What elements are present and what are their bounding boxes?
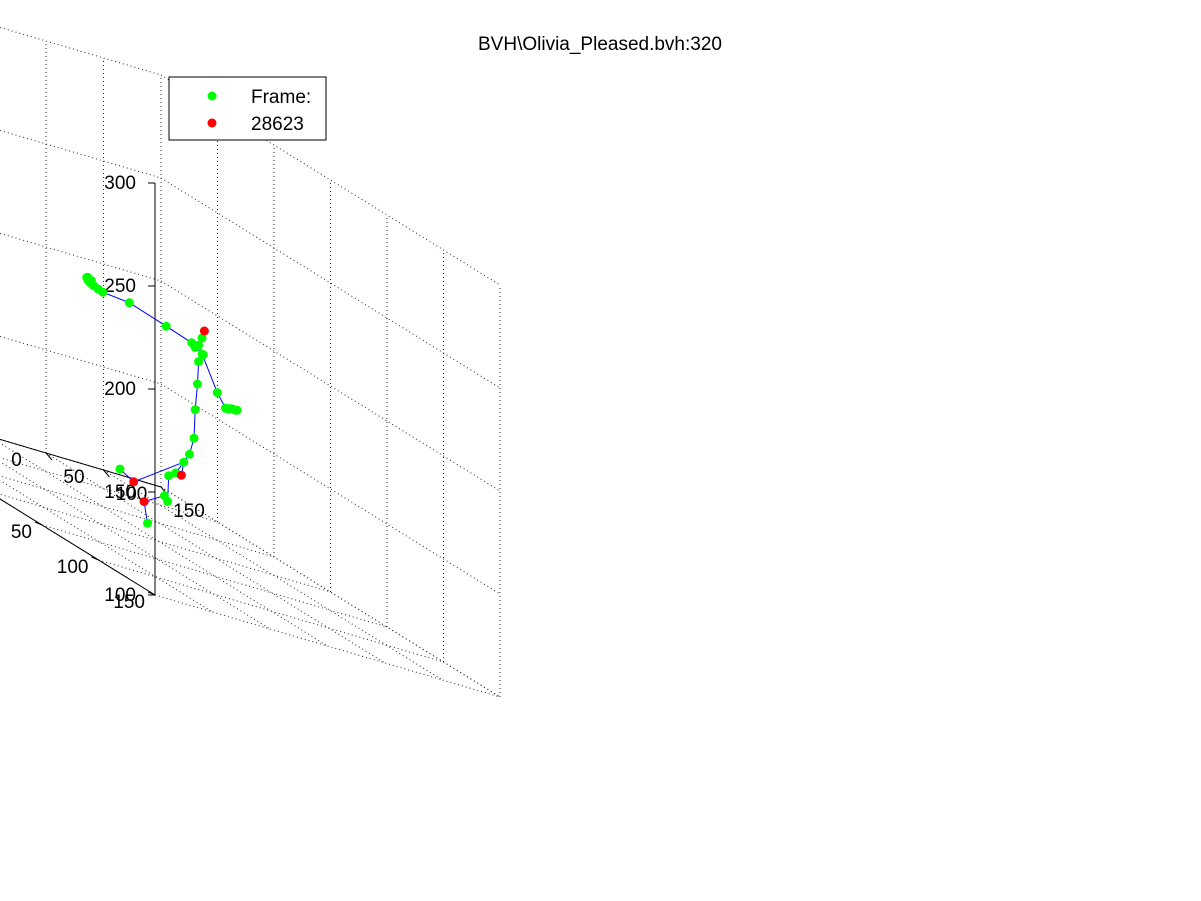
y-tick-label: 50	[11, 522, 32, 543]
joint-marker	[185, 449, 194, 459]
back-wall-gridline-z	[0, 129, 162, 179]
joint-marker	[86, 276, 96, 285]
skeleton-bone-chain	[201, 353, 238, 411]
side-wall-gridline-z	[160, 486, 501, 698]
y-tick-mark	[34, 521, 43, 526]
joint-marker	[232, 405, 242, 415]
joint-marker	[159, 491, 169, 501]
floor-gridline-x	[103, 469, 443, 681]
floor-gridline-x	[45, 452, 386, 664]
legend[interactable]: Frame: 28623	[168, 76, 327, 141]
joint-markers	[82, 272, 242, 528]
axis-layer	[0, 182, 168, 596]
joint-marker	[115, 464, 125, 474]
side-wall-gridline-z	[160, 280, 501, 492]
joint-marker	[143, 518, 152, 528]
joint-marker	[164, 471, 174, 481]
x-tick-mark	[103, 469, 110, 478]
legend-box	[168, 76, 327, 141]
legend-marker-number	[207, 118, 217, 128]
legend-label-frame: Frame:	[251, 87, 311, 108]
z-tick-label: 150	[104, 482, 136, 503]
back-wall-gridline-z	[0, 26, 162, 76]
joint-marker	[189, 433, 199, 443]
z-tick-label: 300	[104, 173, 136, 194]
joint-marker	[197, 349, 207, 359]
joint-marker	[190, 405, 200, 415]
legend-label-number: 28623	[251, 114, 304, 135]
legend-marker-frame	[207, 91, 217, 101]
floor-gridline-y	[0, 475, 275, 558]
x-tick-label: 150	[173, 501, 205, 522]
skeleton-bone-chain	[119, 461, 185, 483]
joint-marker	[197, 333, 207, 343]
tick-labels: -150-100-50050100150-150-100-50050100150…	[11, 173, 205, 613]
joint-marker	[161, 321, 171, 331]
joint-marker	[212, 388, 222, 398]
z-tick-label: 100	[104, 585, 136, 606]
end-site-marker	[139, 497, 149, 507]
floor-gridline-x	[0, 442, 328, 647]
joint-marker	[124, 298, 134, 308]
side-wall-gridline-z	[160, 383, 501, 595]
joint-marker	[194, 357, 204, 367]
grid-layer	[0, 26, 501, 698]
end-site-marker	[199, 326, 209, 336]
end-site-marker	[176, 470, 186, 480]
floor-gridline-y	[0, 493, 331, 593]
floor-gridline-y	[154, 594, 501, 698]
x-tick-mark	[45, 452, 53, 461]
x-tick-label: 100	[116, 484, 148, 505]
z-tick-label: 250	[104, 276, 136, 297]
back-wall-gridline-z	[0, 232, 162, 282]
y-tick-label: 100	[57, 557, 89, 578]
floor-gridline-y	[41, 524, 388, 628]
x-tick-label: 0	[11, 450, 22, 471]
joint-marker	[193, 379, 202, 389]
z-tick-label: 200	[104, 379, 136, 400]
back-wall-gridline-z	[0, 335, 162, 385]
y-tick-label: 150	[113, 592, 145, 613]
end-site-marker	[129, 477, 139, 487]
side-wall-gridline-z	[160, 177, 501, 389]
floor-gridline-x	[0, 479, 213, 613]
floor-gridline-x	[0, 461, 271, 630]
joint-marker	[179, 457, 189, 467]
y-tick-mark	[91, 556, 99, 561]
side-wall-gridline-z	[160, 74, 501, 286]
x-tick-label: 50	[63, 467, 84, 488]
joint-marker	[190, 343, 200, 352]
plot-title: BVH\Olivia_Pleased.bvh:320	[478, 34, 722, 55]
